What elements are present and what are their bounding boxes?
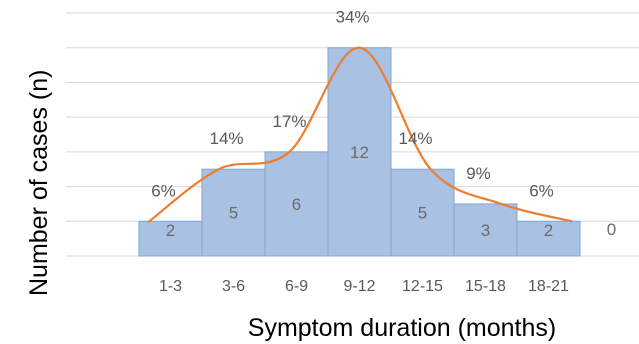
- value-label: 2: [544, 221, 553, 240]
- percent-label: 17%: [272, 112, 306, 131]
- bar-3-6: [201, 168, 266, 257]
- trend-line: [147, 46, 573, 224]
- trend-line-group: [147, 46, 573, 224]
- value-label: 12: [350, 143, 369, 162]
- value-label: 5: [418, 204, 427, 223]
- value-label: 6: [292, 195, 301, 214]
- value-label: 5: [229, 204, 238, 223]
- x-tick-label: 18-21: [528, 278, 569, 295]
- percent-label: 14%: [398, 129, 432, 148]
- x-tick-label: 6-9: [285, 278, 308, 295]
- percent-label: 6%: [529, 181, 554, 200]
- x-tick-label: 9-12: [343, 278, 375, 295]
- x-tick-label: 1-3: [159, 278, 182, 295]
- x-tick-label: 15-18: [465, 278, 506, 295]
- bar-18-21: [516, 220, 581, 257]
- percent-label: 14%: [209, 129, 243, 148]
- value-labels: 2 5 6 12 5 3 2 0: [166, 143, 616, 240]
- bars: [138, 47, 581, 257]
- percent-label: 6%: [151, 181, 176, 200]
- x-tick-label: 3-6: [222, 278, 245, 295]
- x-tick-label: 12-15: [402, 278, 443, 295]
- y-axis-label: Number of cases (n): [25, 70, 53, 296]
- bar-15-18: [453, 203, 518, 257]
- value-label: 0: [607, 220, 616, 239]
- x-tick-labels: 1-3 3-6 6-9 9-12 12-15 15-18 18-21: [159, 278, 569, 295]
- percent-label: 34%: [335, 8, 369, 27]
- bar-1-3: [138, 220, 203, 257]
- percent-labels: 6% 14% 17% 34% 14% 9% 6%: [151, 8, 554, 201]
- value-label: 3: [481, 221, 490, 240]
- bar-9-12: [327, 47, 392, 257]
- percent-label: 9%: [466, 164, 491, 183]
- value-label: 2: [166, 221, 175, 240]
- x-axis-label: Symptom duration (months): [248, 314, 556, 342]
